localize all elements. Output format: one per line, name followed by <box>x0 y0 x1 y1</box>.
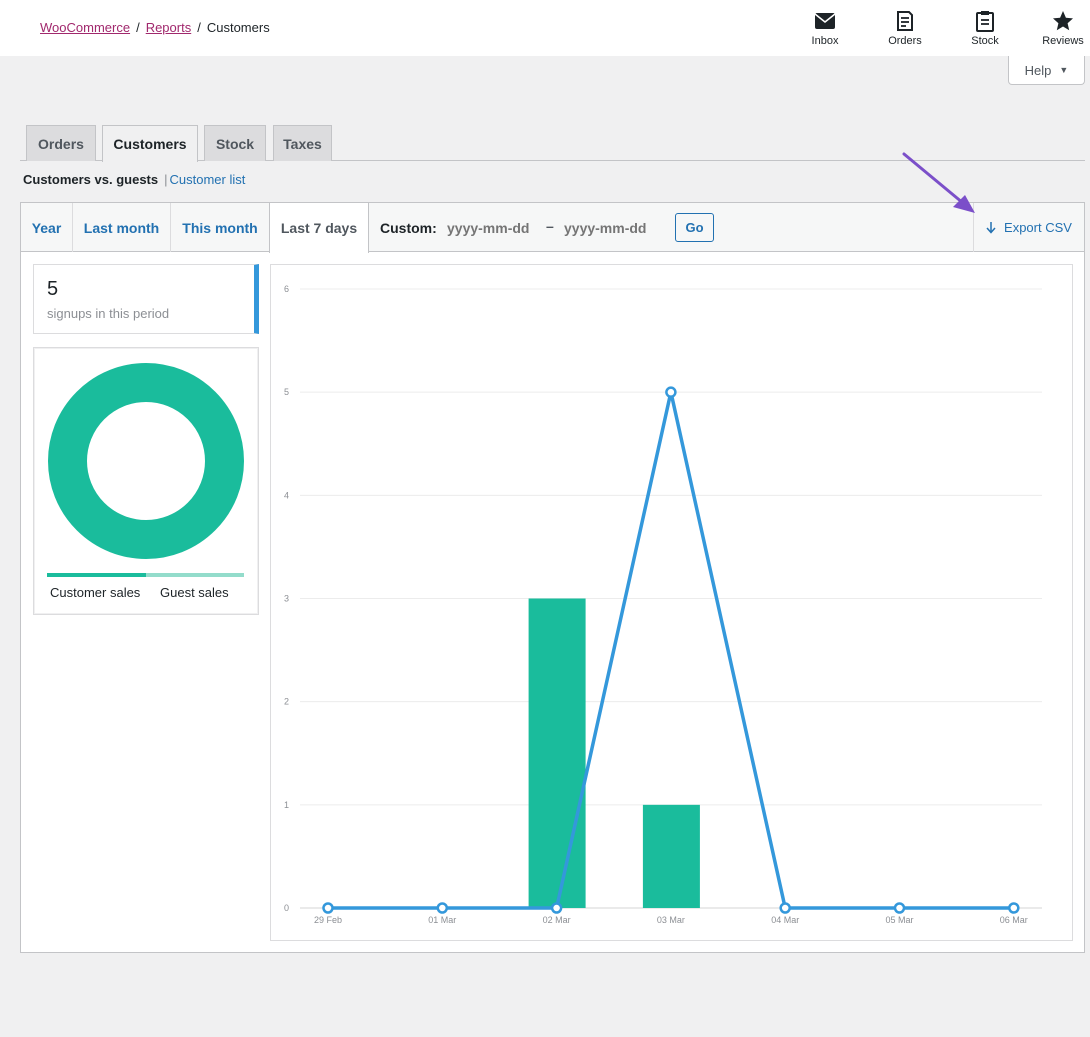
x-tick-label: 06 Mar <box>1000 915 1028 925</box>
range-last-month[interactable]: Last month <box>73 203 171 252</box>
annotation-arrow-icon <box>902 152 975 213</box>
go-button[interactable]: Go <box>675 213 714 242</box>
legend-guest-sales: Guest sales <box>160 585 229 600</box>
report-subnav: Customers vs. guests | Customer list <box>23 172 245 187</box>
activity-label: Stock <box>971 35 999 47</box>
chart-line-point <box>665 386 677 398</box>
breadcrumb-current: Customers <box>206 20 270 35</box>
chart-line-point <box>436 902 449 914</box>
chart-line-point <box>1008 902 1020 914</box>
x-tick-label: 05 Mar <box>885 915 913 925</box>
star-icon <box>1053 11 1073 31</box>
help-button[interactable]: Help ▼ <box>1008 56 1085 85</box>
tab-orders[interactable]: Orders <box>26 125 96 161</box>
legend-guest-swatch <box>146 573 244 577</box>
y-tick-label: 5 <box>284 387 289 397</box>
signups-count: 5 <box>47 278 59 300</box>
tab-stock[interactable]: Stock <box>204 125 266 161</box>
signups-stat-card: 5 signups in this period <box>33 264 259 334</box>
orders-icon <box>897 11 913 31</box>
signups-chart: 0 1 2 3 4 5 6 29 Feb 01 Mar 02 Mar 03 Mar 04 Mar 05 … <box>270 264 1073 941</box>
activity-label: Inbox <box>811 35 839 47</box>
x-tick-label: 01 Mar <box>428 915 456 925</box>
help-label: Help <box>1024 62 1052 78</box>
donut-chart <box>48 363 244 559</box>
customer-list-link[interactable]: Customer list <box>169 172 246 187</box>
y-tick-label: 3 <box>284 594 289 604</box>
end-date-input[interactable] <box>564 220 674 236</box>
tab-taxes[interactable]: Taxes <box>273 125 332 161</box>
tab-customers[interactable]: Customers <box>102 125 198 162</box>
activity-stock-button[interactable]: Stock <box>950 10 1020 47</box>
date-range-dash: – <box>546 218 554 234</box>
range-year[interactable]: Year <box>21 203 73 252</box>
activity-label: Orders <box>888 35 922 47</box>
breadcrumb-woocommerce-link[interactable]: WooCommerce <box>40 20 131 35</box>
report-panel: Year Last month This month Last 7 days C… <box>20 202 1085 953</box>
custom-range-label: Custom: <box>380 220 437 236</box>
y-tick-label: 6 <box>284 284 289 294</box>
breadcrumb-separator: / <box>197 20 201 35</box>
x-tick-label: 03 Mar <box>657 915 685 925</box>
chart-line-point <box>550 902 563 914</box>
subnav-separator: | <box>164 172 168 187</box>
chart-canvas: 0 1 2 3 4 5 6 29 Feb 01 Mar 02 Mar 03 Mar 04 Mar 05 … <box>284 284 1042 925</box>
donut-customer-segment <box>48 363 244 559</box>
chart-line-point <box>893 902 906 914</box>
signups-label: signups in this period <box>47 306 170 321</box>
activity-label: Reviews <box>1042 35 1084 47</box>
chart-line-point <box>322 902 334 914</box>
y-tick-label: 4 <box>284 490 289 500</box>
x-tick-label: 04 Mar <box>771 915 799 925</box>
caret-down-icon: ▼ <box>1059 65 1069 75</box>
top-header: WooCommerce / Reports / Customers Inbox Orde… <box>0 0 1090 56</box>
breadcrumb-separator: / <box>136 20 140 35</box>
y-tick-label: 0 <box>284 903 289 913</box>
range-last-7-days[interactable]: Last 7 days <box>269 203 369 253</box>
breadcrumb-reports-link[interactable]: Reports <box>145 20 192 35</box>
activity-inbox-button[interactable]: Inbox <box>790 10 860 47</box>
x-tick-label: 02 Mar <box>543 915 571 925</box>
stock-icon <box>976 11 994 32</box>
y-tick-label: 2 <box>284 697 289 707</box>
subnav-current: Customers vs. guests <box>23 172 159 187</box>
date-range-bar: Year Last month This month Last 7 days C… <box>21 203 1084 253</box>
activity-reviews-button[interactable]: Reviews <box>1028 10 1090 47</box>
legend-customer-sales: Customer sales <box>50 585 141 600</box>
chart-line-point <box>779 902 791 914</box>
chart-bar <box>528 598 586 908</box>
y-tick-label: 1 <box>284 800 289 810</box>
customer-guest-pie-card: Customer sales Guest sales <box>33 347 259 615</box>
download-arrow-icon <box>986 221 996 234</box>
activity-orders-button[interactable]: Orders <box>870 10 940 47</box>
inbox-icon <box>814 13 836 29</box>
start-date-input[interactable] <box>447 220 557 236</box>
range-this-month[interactable]: This month <box>171 203 270 252</box>
breadcrumb: WooCommerce / Reports / Customers <box>40 20 270 35</box>
x-tick-label: 29 Feb <box>314 915 342 925</box>
export-csv-label: Export CSV <box>1004 220 1072 235</box>
chart-bar <box>642 804 700 908</box>
export-csv-button[interactable]: Export CSV <box>973 203 1084 252</box>
legend-customer-swatch <box>47 573 146 577</box>
report-tabs: Orders Customers Stock Taxes <box>20 125 1085 162</box>
